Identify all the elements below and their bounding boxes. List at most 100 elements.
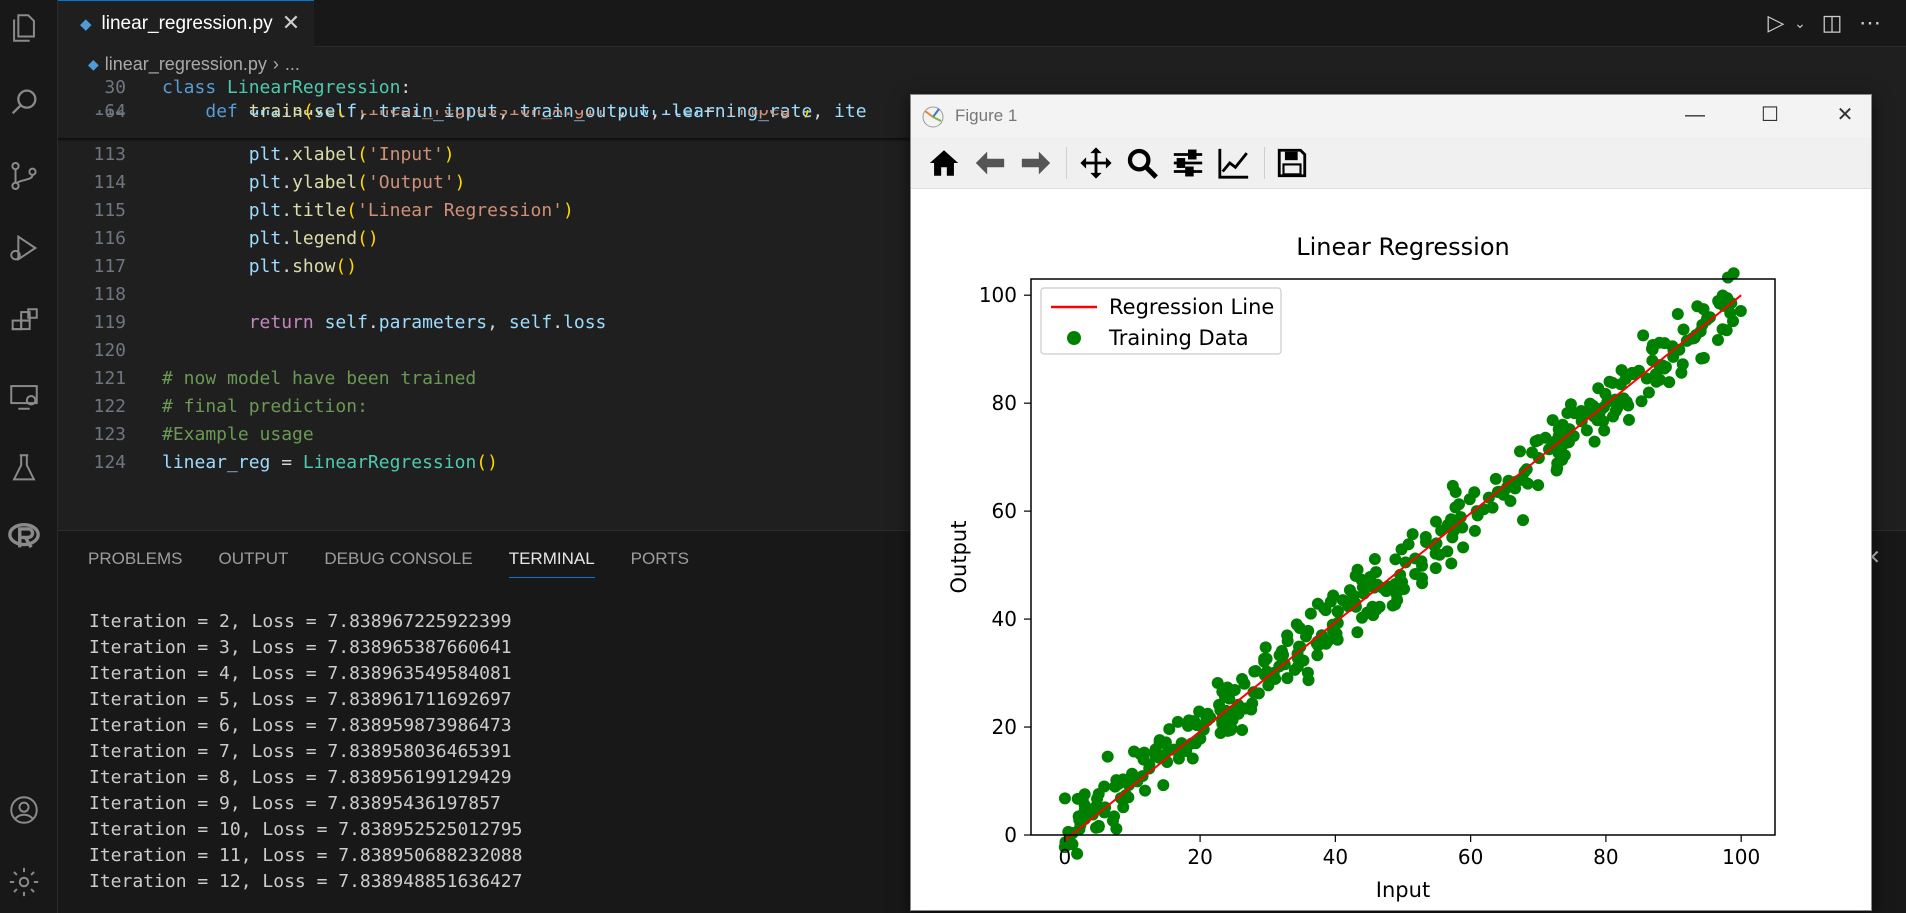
account-icon[interactable] [0,786,48,834]
panel-tab-ports[interactable]: PORTS [631,549,689,578]
code-token [162,312,249,333]
run-dropdown-chevron-icon[interactable]: ⌄ [1786,10,1814,38]
terminal-line: Iteration = 4, Loss = 7.838963549584081 [89,661,522,687]
minimize-button[interactable]: — [1680,101,1710,131]
source-control-icon[interactable] [0,152,48,200]
code-token: class [162,77,227,98]
panel-tab-debug-console[interactable]: DEBUG CONSOLE [324,549,472,578]
save-figure-icon[interactable] [1271,143,1313,183]
plot-canvas[interactable]: 0 20 40 60 80 100 0 20 40 60 80 100 Linear Regressio… [911,189,1871,910]
panel-tab-problems[interactable]: PROBLEMS [88,549,182,578]
code-token: = [270,452,303,473]
extensions-icon[interactable] [0,298,48,346]
terminal-line: Iteration = 12, Loss = 7.838948851636427 [89,869,522,895]
scatter-point [1369,553,1381,565]
scatter-point [1222,725,1234,737]
scatter-point [1620,373,1632,385]
scatter-point [1604,376,1616,388]
x-tick-label: 40 [1323,845,1348,869]
scatter-point [1110,823,1122,835]
zoom-magnifier-icon[interactable] [1121,143,1163,183]
scatter-point [1717,323,1729,335]
pan-move-icon[interactable] [1075,143,1117,183]
scatter-point [1698,352,1710,364]
panel-tab-terminal[interactable]: TERMINAL [509,549,595,578]
scatter-point [1658,362,1670,374]
line-number: 116 [58,225,126,253]
code-token: . [368,312,379,333]
figure-title-bar: Figure 1 — ☐ ✕ [911,95,1871,137]
scatter-point [1297,655,1309,667]
toolbar-divider [1264,147,1265,179]
code-token: () [476,452,498,473]
line-number: 123 [58,421,126,449]
scatter-point [1117,773,1129,785]
settings-gear-icon[interactable] [0,858,48,906]
remote-explorer-icon[interactable] [0,372,48,420]
close-button[interactable]: ✕ [1830,101,1860,131]
breadcrumb-symbol[interactable]: ... [285,54,300,75]
scatter-point [1646,355,1658,367]
terminal-output[interactable]: Iteration = 2, Loss = 7.838967225922399 I… [89,609,522,895]
figure-toolbar [911,137,1871,189]
scatter-point [1253,687,1265,699]
scatter-point [1646,343,1658,355]
code-token: ) [455,172,466,193]
scatter-point [1077,794,1089,806]
split-editor-icon[interactable]: ◫ [1818,10,1846,38]
scatter-point [1607,411,1619,423]
code-token [162,200,249,221]
code-token: # final prediction: [162,396,368,417]
breadcrumb-file[interactable]: linear_regression.py [105,54,267,75]
scatter-point [1187,753,1199,765]
scatter-point [1260,641,1272,653]
back-arrow-icon[interactable] [969,143,1011,183]
search-icon[interactable] [0,78,48,126]
y-tick-label: 20 [992,715,1017,739]
editor-tab-linear-regression[interactable]: ◆ linear_regression.py ✕ [58,0,314,47]
code-token: ( [346,200,357,221]
code-token: ) [563,200,574,221]
scatter-point [1212,677,1224,689]
edit-axes-icon[interactable] [1213,143,1255,183]
panel-tabs: PROBLEMS OUTPUT DEBUG CONSOLE TERMINAL PORTS [88,549,689,578]
scatter-point [1678,324,1690,336]
line-number: 119 [58,309,126,337]
scatter-point [1712,334,1724,346]
code-token: # now model have been trained [162,368,476,389]
line-number: 114 [58,169,126,197]
scatter-point [1556,454,1568,466]
testing-icon[interactable] [0,444,48,492]
code-token: plt [249,144,282,165]
regression-line [1065,295,1741,840]
toolbar-divider [1066,147,1067,179]
tab-label: linear_regression.py [102,13,273,35]
scatter-point [1351,626,1363,638]
terminal-line: Iteration = 9, Loss = 7.83895436197857 [89,791,522,817]
legend-entry: Training Data [1108,326,1249,350]
chart-svg: 0 20 40 60 80 100020406080100Linear Regressio… [911,189,1871,910]
code-token: 'Input' [368,144,444,165]
close-tab-icon[interactable]: ✕ [278,11,304,37]
scatter-point [1557,419,1569,431]
configure-subplots-icon[interactable] [1167,143,1209,183]
code-token: #Example usage [162,424,314,445]
forward-arrow-icon[interactable] [1015,143,1057,183]
run-debug-icon[interactable] [0,224,48,272]
y-tick-label: 0 [1004,823,1017,847]
r-language-icon[interactable] [0,512,48,560]
scatter-point [1281,629,1293,641]
more-actions-icon[interactable]: ⋯ [1856,10,1884,38]
chart-title: Linear Regression [1296,233,1510,261]
scatter-point [1403,538,1415,550]
panel-tab-output[interactable]: OUTPUT [218,549,288,578]
scatter-point [1236,724,1248,736]
scatter-point [1320,638,1332,650]
scatter-point [1457,541,1469,553]
explorer-icon[interactable] [0,4,48,52]
home-icon[interactable] [923,143,965,183]
scatter-point [1357,581,1369,593]
maximize-button[interactable]: ☐ [1755,101,1785,131]
scatter-point [1350,570,1362,582]
code-token: xlabel [292,144,357,165]
